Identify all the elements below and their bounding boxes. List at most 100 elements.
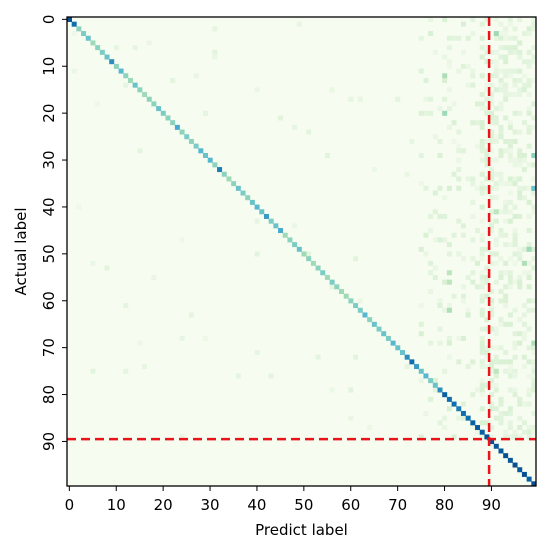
heatmap-cell <box>428 289 434 295</box>
heatmap-cell <box>512 260 518 266</box>
heatmap-cell <box>446 354 452 360</box>
heatmap-cell <box>489 392 495 398</box>
heatmap-cell <box>521 59 527 65</box>
heatmap-cell-diagonal <box>259 209 265 215</box>
heatmap-cell <box>395 96 401 102</box>
heatmap-cell <box>503 87 509 93</box>
heatmap-cell <box>531 101 537 107</box>
heatmap-cell <box>470 425 476 431</box>
heatmap-cell-diagonal <box>310 260 316 266</box>
heatmap-cell <box>498 31 504 37</box>
heatmap-cell <box>531 368 537 374</box>
heatmap-cell <box>475 120 481 126</box>
heatmap-cell <box>498 345 504 351</box>
heatmap-cell <box>353 256 359 262</box>
heatmap-cell <box>442 17 448 22</box>
heatmap-cell <box>442 54 448 60</box>
heatmap-cell <box>521 429 527 435</box>
heatmap-cell <box>531 345 537 351</box>
heatmap-cell-diagonal <box>456 406 462 412</box>
heatmap-cell <box>493 251 499 257</box>
heatmap-cell <box>203 110 208 116</box>
heatmap-cell <box>456 251 462 257</box>
heatmap-cell <box>521 120 527 126</box>
heatmap-cell <box>493 106 499 112</box>
heatmap-cell <box>437 213 443 219</box>
heatmap-cell <box>517 148 523 154</box>
heatmap-cell <box>489 157 495 163</box>
heatmap-cell-diagonal <box>212 162 218 168</box>
heatmap-cell <box>479 349 485 355</box>
heatmap-cell <box>526 260 532 266</box>
heatmap-cell <box>489 195 495 201</box>
heatmap-cell <box>489 120 495 126</box>
heatmap-cell-offdiag <box>446 270 452 276</box>
heatmap-cell <box>517 425 523 431</box>
heatmap-cell <box>479 143 485 149</box>
heatmap-cell <box>460 415 466 421</box>
heatmap-cell <box>498 106 504 112</box>
heatmap-cell <box>456 415 462 421</box>
heatmap-cell <box>512 82 518 88</box>
heatmap-cell <box>526 63 532 69</box>
heatmap-cell <box>531 209 537 215</box>
heatmap-cell <box>493 345 499 351</box>
heatmap-cell <box>479 326 485 332</box>
heatmap-cell <box>470 256 476 262</box>
heatmap-cell-diagonal <box>357 307 363 313</box>
heatmap-cell-diagonal <box>137 87 143 93</box>
heatmap-cell <box>531 256 537 262</box>
heatmap-cell <box>442 368 448 374</box>
heatmap-cell <box>484 17 490 22</box>
heatmap-cell <box>470 199 476 205</box>
y-axis-label: Actual label <box>12 207 30 295</box>
heatmap-cell <box>460 223 466 229</box>
heatmap-cell-diagonal <box>428 378 434 384</box>
heatmap-cell <box>498 420 504 426</box>
heatmap-cell-diagonal <box>292 242 298 248</box>
heatmap-cell <box>498 359 504 365</box>
heatmap-cell <box>517 17 523 22</box>
heatmap-cell <box>507 364 513 370</box>
heatmap-cell <box>493 354 499 360</box>
heatmap-cell <box>489 298 495 304</box>
heatmap-cell <box>423 410 429 416</box>
heatmap-cell <box>268 373 274 379</box>
heatmap-cell <box>292 124 298 130</box>
heatmap-cell <box>531 425 537 431</box>
heatmap-cell <box>498 410 504 416</box>
heatmap-cell <box>503 204 509 210</box>
heatmap-cell <box>503 68 509 74</box>
heatmap-cell-diagonal <box>526 476 532 482</box>
heatmap-cell <box>437 153 443 158</box>
heatmap-cell <box>498 153 504 158</box>
heatmap-cell <box>512 429 518 435</box>
heatmap-cell-diagonal <box>432 382 438 388</box>
heatmap-cell <box>498 232 504 238</box>
heatmap-cell <box>212 49 218 55</box>
heatmap-cell <box>512 162 518 168</box>
heatmap-cell <box>512 129 518 135</box>
heatmap-cell <box>95 101 101 107</box>
heatmap-cell <box>526 26 532 32</box>
heatmap-cell <box>475 429 481 435</box>
heatmap-cell <box>479 312 485 318</box>
heatmap-cell <box>512 307 518 313</box>
heatmap-cell <box>484 49 490 55</box>
heatmap-cell <box>493 73 499 79</box>
heatmap-cell-offdiag <box>442 73 448 79</box>
heatmap-cell <box>179 434 185 440</box>
heatmap-cell <box>418 303 424 309</box>
heatmap-cell-diagonal <box>231 181 237 187</box>
heatmap-cell <box>489 345 495 351</box>
heatmap-cell-diagonal <box>76 26 82 32</box>
heatmap-cell <box>489 115 495 121</box>
heatmap-cell <box>489 148 495 154</box>
heatmap-cell <box>507 17 513 22</box>
heatmap-cell <box>512 45 518 51</box>
heatmap-cell <box>493 185 499 191</box>
heatmap-cell <box>475 387 481 393</box>
heatmap-cell <box>521 82 527 88</box>
heatmap-cell <box>306 129 312 135</box>
